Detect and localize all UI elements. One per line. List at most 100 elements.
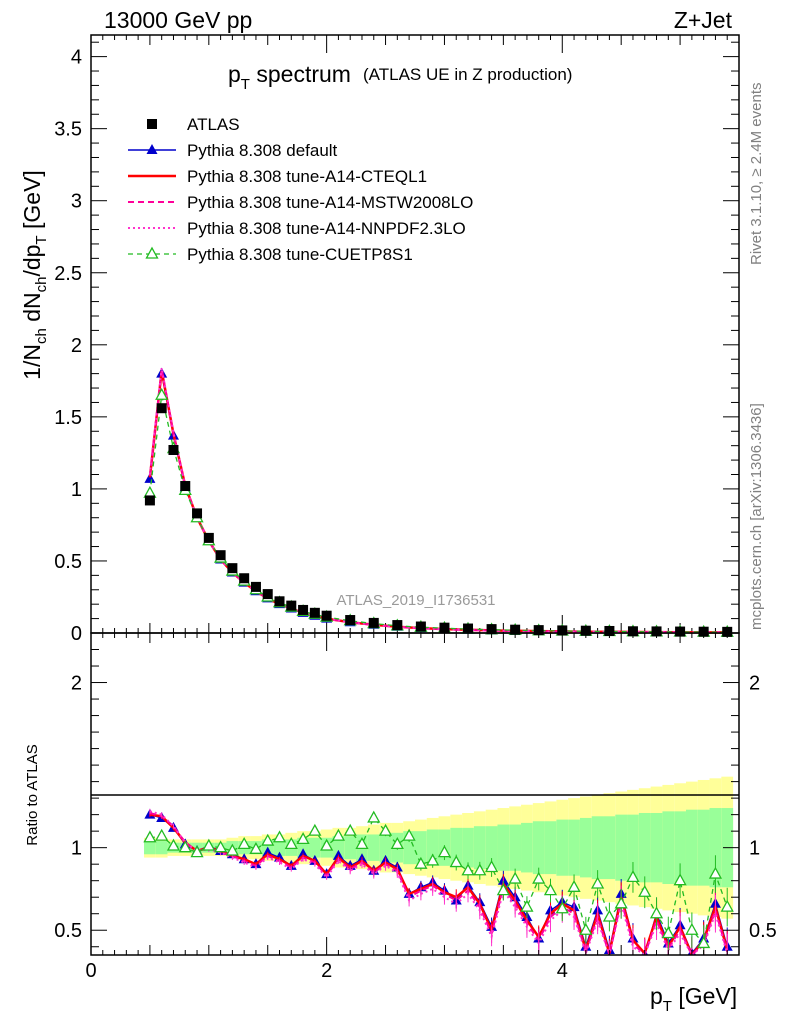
x-tick-label: 4 bbox=[557, 960, 568, 982]
ratio-y-tick-label-right: 1 bbox=[749, 838, 760, 860]
main-point bbox=[155, 387, 169, 400]
ratio-point bbox=[661, 926, 675, 939]
ratio-band-inner bbox=[497, 824, 510, 871]
main-y-tick-label: 2 bbox=[71, 335, 82, 357]
ratio-point bbox=[567, 879, 581, 892]
ratio-band-inner bbox=[556, 819, 569, 876]
ratio-point bbox=[202, 838, 216, 851]
main-point bbox=[675, 626, 686, 637]
ratio-point bbox=[437, 845, 452, 858]
ratio-band-inner bbox=[344, 836, 357, 860]
main-point bbox=[156, 403, 167, 414]
ratio-point bbox=[331, 828, 346, 841]
main-point bbox=[286, 600, 297, 611]
ratio-band-inner bbox=[568, 819, 580, 876]
ratio-band-inner bbox=[650, 812, 663, 883]
main-point bbox=[463, 623, 474, 634]
ratio-band-inner bbox=[379, 832, 392, 863]
legend-label: Pythia 8.308 tune-A14-CTEQL1 bbox=[187, 167, 427, 186]
ratio-band-inner bbox=[415, 831, 427, 865]
ratio-point bbox=[449, 855, 463, 868]
main-point bbox=[439, 622, 450, 633]
ratio-point bbox=[214, 840, 228, 853]
ratio-point bbox=[461, 863, 475, 876]
main-point bbox=[368, 617, 379, 628]
legend-marker bbox=[146, 144, 158, 154]
analysis-watermark: ATLAS_2019_I1736531 bbox=[336, 592, 495, 609]
ratio-band-inner bbox=[403, 831, 415, 865]
x-axis-label: pT [GeV] bbox=[650, 983, 737, 1015]
main-point bbox=[392, 620, 403, 631]
ratio-band-inner bbox=[426, 829, 439, 866]
y-axis-label-ratio: Ratio to ATLAS bbox=[24, 744, 41, 845]
ratio-band-inner bbox=[332, 836, 345, 860]
ratio-band-inner bbox=[697, 809, 710, 886]
main-point bbox=[557, 625, 568, 636]
ratio-point bbox=[614, 896, 628, 909]
ratio-point bbox=[178, 840, 192, 853]
main-point bbox=[510, 624, 521, 635]
main-point bbox=[627, 626, 638, 637]
ratio-band-inner bbox=[579, 817, 592, 878]
header-left: 13000 GeV pp bbox=[104, 7, 252, 33]
ratio-point bbox=[166, 838, 181, 851]
main-y-tick-label: 4 bbox=[71, 47, 82, 69]
main-point bbox=[144, 472, 156, 483]
main-point bbox=[250, 581, 261, 592]
ratio-point bbox=[225, 843, 239, 856]
ratio-line bbox=[149, 810, 729, 955]
main-point bbox=[486, 624, 497, 635]
ratio-line bbox=[149, 812, 729, 955]
main-point bbox=[533, 625, 544, 636]
ratio-point bbox=[708, 866, 723, 879]
ratio-point bbox=[261, 833, 275, 846]
ratio-point bbox=[555, 901, 569, 914]
x-tick-label: 0 bbox=[85, 960, 96, 982]
ratio-point bbox=[155, 828, 169, 841]
main-point bbox=[168, 444, 179, 455]
main-y-tick-label: 0.5 bbox=[54, 551, 82, 573]
main-y-tick-label: 1 bbox=[71, 479, 82, 501]
main-point bbox=[580, 625, 591, 636]
ratio-point bbox=[649, 906, 664, 919]
main-point bbox=[144, 495, 155, 506]
legend-label: Pythia 8.308 tune-A14-MSTW2008LO bbox=[187, 193, 473, 212]
main-tick-labels: 0 0.5 1 1.5 2 2.5 3 3.5 4 bbox=[54, 47, 82, 645]
main-y-tick-label: 0 bbox=[71, 623, 82, 645]
legend-marker bbox=[145, 246, 159, 259]
plot-title: pT spectrum bbox=[228, 61, 351, 93]
main-point bbox=[180, 481, 191, 492]
legend: ATLAS Pythia 8.308 default Pythia 8.308 tu… bbox=[128, 115, 473, 264]
ratio-point bbox=[673, 873, 687, 886]
ratio-point bbox=[284, 837, 298, 850]
ratio-band-inner bbox=[473, 826, 486, 870]
main-panel: 0 0.5 1 1.5 2 2.5 3 3.5 4 bbox=[54, 34, 740, 645]
main-point bbox=[604, 625, 615, 636]
ratio-band-inner bbox=[662, 811, 675, 884]
ratio-band-inner bbox=[155, 841, 168, 855]
main-point bbox=[298, 604, 309, 615]
main-point bbox=[203, 532, 214, 543]
ratio-band-inner bbox=[297, 837, 309, 858]
ratio-point bbox=[720, 899, 734, 912]
ratio-point bbox=[697, 936, 711, 949]
ratio-point bbox=[402, 828, 416, 841]
ratio-band-inner bbox=[509, 824, 522, 871]
ratio-band-inner bbox=[532, 821, 545, 875]
main-y-tick-label: 1.5 bbox=[54, 407, 82, 429]
ratio-y-tick-label: 2 bbox=[71, 673, 82, 695]
ratio-tick-labels: 0.5 0.5 1 1 2 2 0 2 4 bbox=[54, 673, 777, 982]
ratio-point bbox=[143, 830, 157, 843]
title-rest: spectrum bbox=[250, 61, 351, 87]
ratio-point bbox=[685, 922, 699, 935]
ratio-band-inner bbox=[485, 826, 498, 870]
main-point bbox=[309, 607, 320, 618]
ratio-point bbox=[426, 853, 440, 866]
ratio-point bbox=[579, 922, 593, 935]
ratio-point bbox=[249, 841, 263, 854]
x-tick-label: 2 bbox=[321, 960, 332, 982]
ratio-band-inner bbox=[367, 834, 380, 861]
ratio-point bbox=[543, 883, 558, 896]
main-y-tick-label: 3 bbox=[71, 191, 82, 213]
ratio-y-tick-label: 0.5 bbox=[54, 920, 82, 942]
